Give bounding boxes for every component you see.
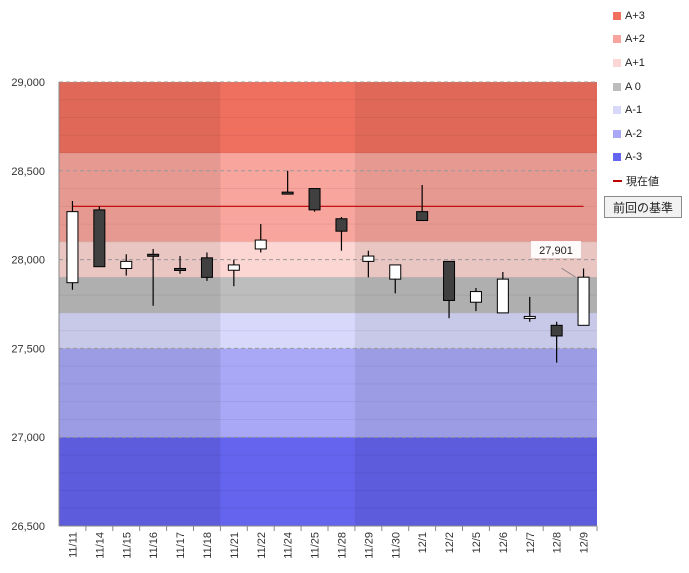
previous-baseline-button[interactable]: 前回の基準 — [604, 196, 682, 218]
legend-item: A-1 — [613, 98, 689, 122]
candle-body — [308, 188, 321, 211]
x-tick-label: 12/5 — [471, 532, 483, 553]
candle-body — [577, 276, 590, 326]
legend: A+3 A+2 A+1 A 0 A-1 A-2 A-3 現在値 — [613, 4, 689, 193]
legend-item: A-2 — [613, 122, 689, 146]
legend-swatch — [613, 82, 621, 91]
band-Aplus3 — [59, 82, 597, 154]
candle-body — [120, 260, 133, 269]
legend-item: A 0 — [613, 75, 689, 99]
legend-label: A+3 — [625, 9, 645, 22]
y-tick-label: 28,500 — [11, 166, 45, 178]
x-tick-label: 11/22 — [256, 532, 268, 559]
x-tick-label: 11/24 — [283, 532, 295, 559]
x-tick-label: 11/11 — [67, 532, 79, 558]
x-tick-label: 11/29 — [363, 532, 375, 559]
y-tick-label: 27,000 — [11, 432, 45, 444]
x-tick-label: 11/14 — [94, 532, 106, 559]
candle-body — [93, 209, 106, 268]
legend-item: A+2 — [613, 28, 689, 52]
candle-body — [174, 267, 187, 271]
legend-item: A+1 — [613, 51, 689, 75]
candle-body — [416, 211, 429, 222]
legend-item: 現在値 — [613, 169, 689, 193]
candle-body — [147, 253, 160, 257]
week-shading — [59, 82, 86, 526]
x-tick-label: 12/8 — [552, 532, 564, 553]
legend-label: A-1 — [625, 104, 643, 117]
legend-label: A 0 — [625, 80, 641, 93]
legend-label: A-2 — [625, 127, 643, 140]
y-tick-label: 29,000 — [11, 77, 45, 89]
candle-body — [227, 264, 240, 271]
legend-swatch — [613, 58, 621, 67]
candle-body — [254, 239, 267, 250]
x-tick-label: 12/6 — [498, 532, 510, 553]
candle-body — [200, 257, 213, 278]
x-tick-label: 11/16 — [148, 532, 160, 559]
last-value-label: 27,901 — [539, 245, 573, 257]
last-value-leader — [561, 267, 576, 278]
legend-label: A-3 — [625, 151, 643, 164]
legend-item: A-3 — [613, 146, 689, 170]
band-Aminus1 — [59, 312, 597, 349]
candle-body — [469, 291, 482, 303]
legend-line-swatch — [613, 179, 622, 182]
x-tick-label: 11/17 — [175, 532, 187, 559]
candle-body — [389, 264, 402, 280]
x-tick-label: 11/28 — [336, 532, 348, 559]
x-tick-label: 12/2 — [444, 532, 456, 553]
legend-item: A+3 — [613, 4, 689, 28]
y-tick-label: 26,500 — [11, 521, 45, 533]
x-tick-label: 12/9 — [579, 532, 591, 553]
candle-body — [66, 211, 79, 284]
band-Aminus3 — [59, 437, 597, 526]
x-tick-label: 11/30 — [390, 532, 402, 559]
legend-swatch — [613, 153, 621, 162]
legend-label: A+1 — [625, 56, 645, 69]
legend-swatch — [613, 106, 621, 115]
candle-body — [496, 278, 509, 314]
y-tick-label: 27,500 — [11, 343, 45, 355]
band-Aplus2 — [59, 153, 597, 242]
last-value-label-bg — [531, 241, 581, 258]
band-Aminus2 — [59, 348, 597, 438]
candle-body — [550, 324, 563, 337]
x-tick-label: 12/7 — [525, 532, 537, 553]
x-tick-label: 11/25 — [310, 532, 322, 559]
candle-body — [362, 255, 375, 262]
candle-body — [443, 260, 456, 301]
candle-body — [335, 218, 348, 232]
candle-body — [523, 315, 536, 319]
y-tick-label: 28,000 — [11, 255, 45, 267]
week-shading — [354, 82, 463, 526]
candle-body — [281, 191, 294, 195]
x-tick-label: 11/15 — [121, 532, 133, 559]
legend-label: 現在値 — [626, 175, 659, 188]
legend-swatch — [613, 129, 621, 138]
x-tick-label: 11/21 — [229, 532, 241, 559]
x-tick-label: 11/18 — [202, 532, 214, 559]
x-tick-label: 12/1 — [417, 532, 429, 553]
legend-swatch — [613, 35, 621, 44]
legend-swatch — [613, 11, 621, 20]
legend-label: A+2 — [625, 33, 645, 46]
